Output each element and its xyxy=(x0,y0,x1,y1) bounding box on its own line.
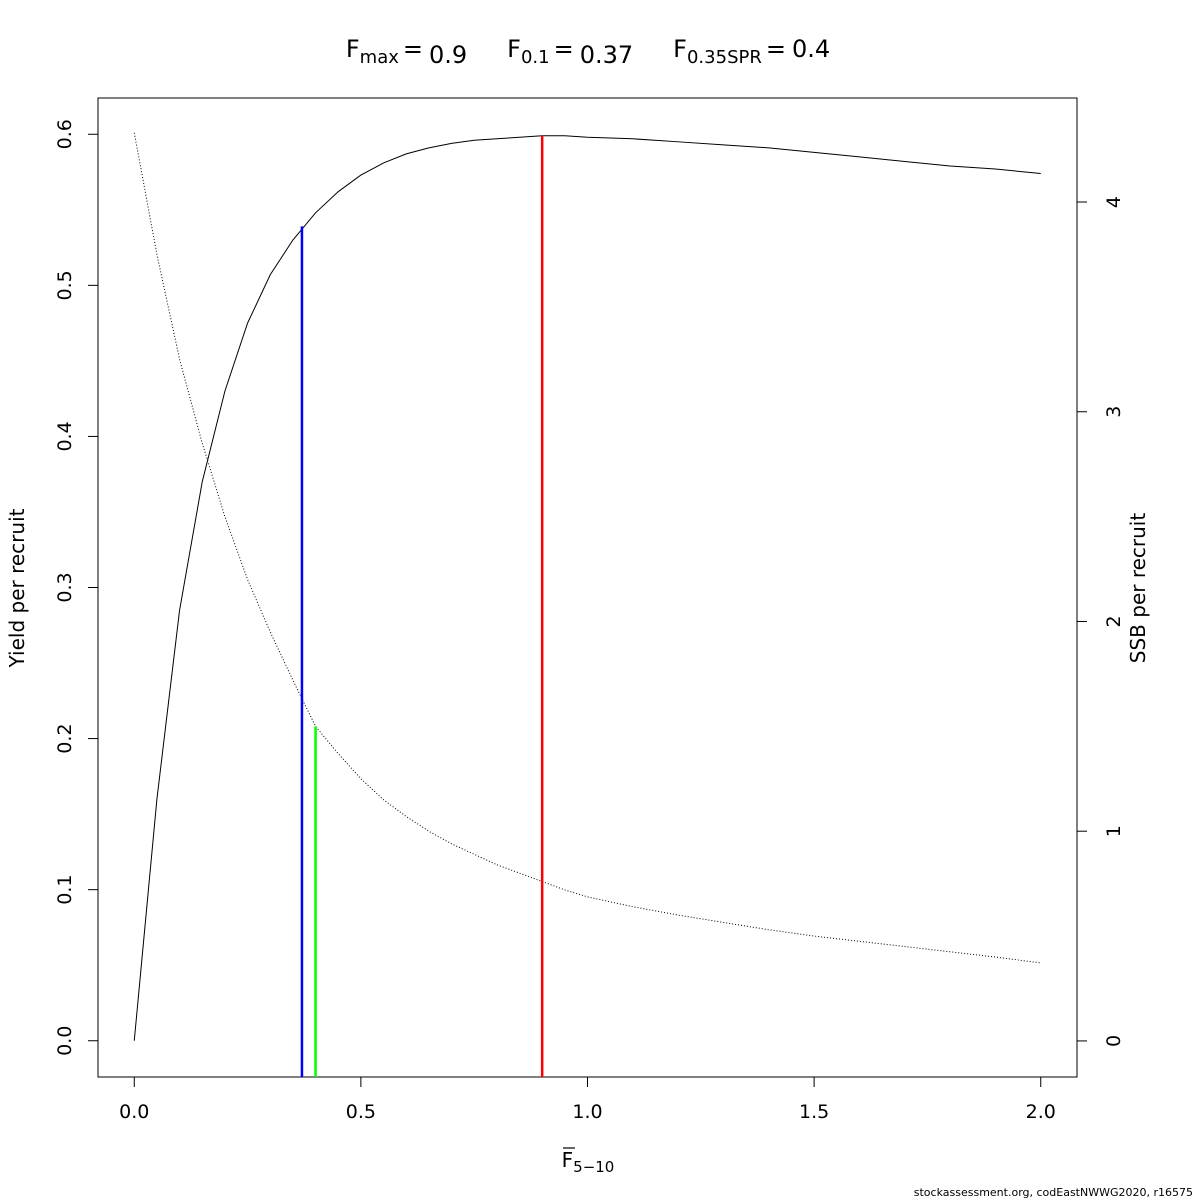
y-axis-label: Yield per recruit xyxy=(5,508,29,668)
x-tick-label: 2.0 xyxy=(1026,1101,1056,1123)
y2-axis-label: SSB per recruit xyxy=(1126,513,1150,664)
title-relation: = xyxy=(554,35,574,63)
y2-tick-label: 4 xyxy=(1103,196,1125,208)
x-tick-label: 1.0 xyxy=(572,1101,602,1123)
y-tick-label: 0.4 xyxy=(54,421,76,451)
title-subscript: 0.1 xyxy=(521,47,550,68)
title-subscript: max xyxy=(360,47,400,68)
x-label-subscript: 5−10 xyxy=(573,1158,614,1176)
y2-tick-label: 2 xyxy=(1103,615,1125,627)
title-symbol: F xyxy=(346,35,360,63)
title-symbol: F xyxy=(507,35,521,63)
title-relation: = xyxy=(766,35,786,63)
y-tick-label: 0.3 xyxy=(54,572,76,602)
title-value: 0.4 xyxy=(792,35,830,63)
x-label-symbol: F xyxy=(562,1148,574,1172)
x-tick-label: 1.5 xyxy=(799,1101,829,1123)
title-relation: = xyxy=(403,35,423,63)
y-tick-label: 0.6 xyxy=(54,119,76,149)
yield-line xyxy=(133,135,1041,1041)
y-tick-label: 0.2 xyxy=(54,723,76,753)
x-tick-label: 0.5 xyxy=(346,1101,376,1123)
x-tick-label: 0.0 xyxy=(119,1101,149,1123)
y-tick-label: 0.5 xyxy=(54,270,76,300)
y2-tick-label: 3 xyxy=(1103,406,1125,418)
title-value: 0.37 xyxy=(580,41,633,69)
y-tick-label: 0.1 xyxy=(54,875,76,905)
chart-title: Fmax = 0.9 F0.1 = 0.37 F0.35SPR = 0.4 xyxy=(346,35,830,69)
y2-tick-label: 0 xyxy=(1103,1035,1125,1047)
title-subscript: 0.35SPR xyxy=(687,47,762,68)
footer: stockassessment.org, codEastNWWG2020, r1… xyxy=(914,1186,1193,1199)
title-value: 0.9 xyxy=(429,41,467,69)
title-symbol: F xyxy=(673,35,687,63)
y-tick-label: 0.0 xyxy=(54,1026,76,1056)
x-axis-label: F5−10 xyxy=(562,1148,615,1176)
y2-tick-label: 1 xyxy=(1103,825,1125,837)
